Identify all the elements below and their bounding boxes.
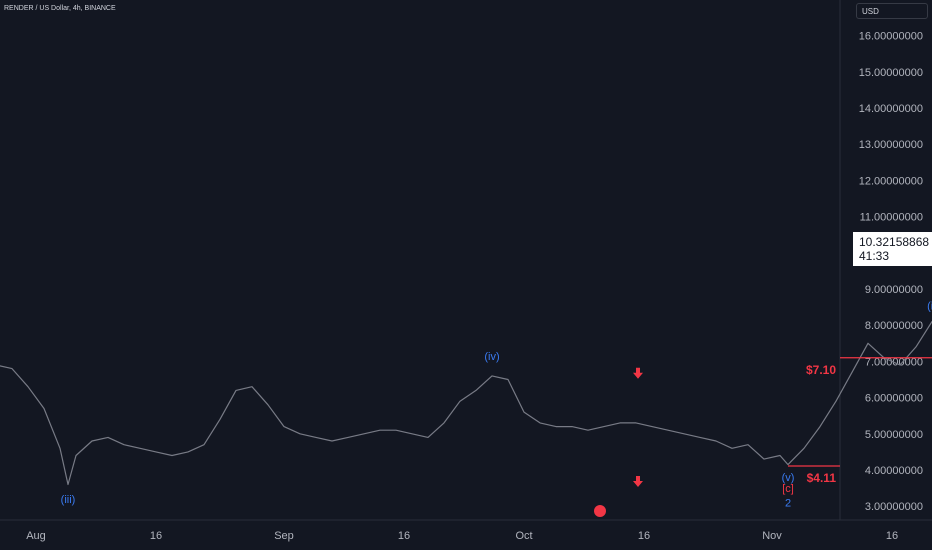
y-tick-label: 16.00000000 [859, 31, 923, 43]
y-tick-label: 11.00000000 [860, 212, 923, 224]
x-tick-label: 16 [886, 530, 898, 542]
y-tick-label: 14.00000000 [859, 103, 923, 115]
y-tick-label: 4.00000000 [865, 465, 923, 477]
wave-label: 2 [785, 498, 791, 510]
currency-selector[interactable]: USD [856, 3, 928, 19]
wave-label: (i) [927, 300, 932, 312]
event-flag-icon [594, 505, 606, 517]
price-series-line [0, 321, 932, 486]
x-tick-label: 16 [398, 530, 410, 542]
y-tick-label: 12.00000000 [859, 175, 923, 187]
last-price-tag: 10.32158868 41:33 [853, 232, 932, 266]
y-tick-label: 9.00000000 [865, 284, 923, 296]
x-tick-label: Oct [515, 530, 532, 542]
chart-title: RENDER / US Dollar, 4h, BINANCE [4, 5, 116, 12]
x-tick-label: 16 [150, 530, 162, 542]
y-tick-label: 8.00000000 [865, 320, 923, 332]
x-tick-label: 16 [638, 530, 650, 542]
wave-label: (v) [782, 472, 795, 484]
price-axis [840, 0, 932, 550]
y-tick-label: 6.00000000 [865, 393, 923, 405]
support-level-label: $7.10 [806, 363, 836, 377]
y-tick-label: 13.00000000 [859, 139, 923, 151]
y-tick-label: 3.00000000 [865, 501, 923, 513]
wave-label: (iii) [61, 494, 76, 506]
down-arrow-icon [633, 367, 643, 379]
y-tick-label: 15.00000000 [859, 67, 923, 79]
x-tick-label: Aug [26, 530, 46, 542]
candle-countdown: 41:33 [859, 249, 890, 263]
wave-label: (iv) [484, 351, 499, 363]
wave-label: [c] [782, 483, 794, 495]
y-tick-label: 5.00000000 [865, 429, 923, 441]
x-tick-label: Nov [762, 530, 782, 542]
last-price: 10.32158868 [859, 235, 930, 249]
down-arrow-icon [633, 476, 643, 488]
x-tick-label: Sep [274, 530, 294, 542]
support-level-label: $4.11 [807, 471, 837, 485]
